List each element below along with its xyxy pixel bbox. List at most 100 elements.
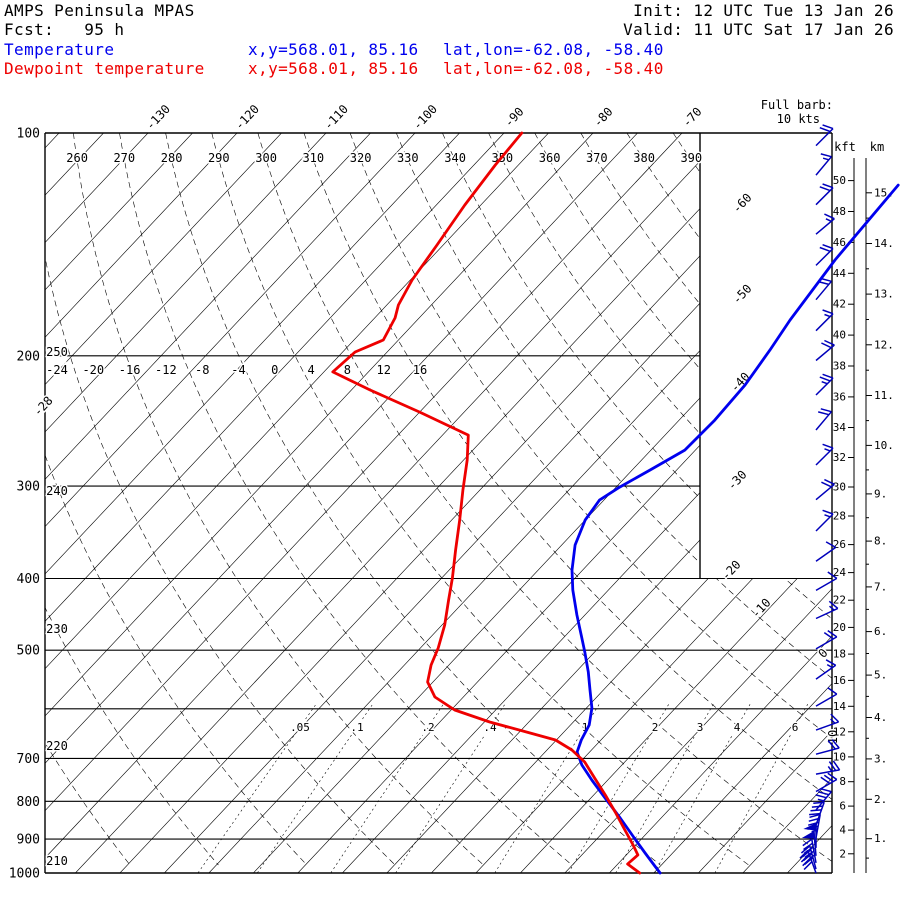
svg-text:-4: -4 — [231, 363, 245, 377]
svg-text:6: 6 — [839, 800, 846, 813]
svg-text:50: 50 — [833, 174, 846, 187]
height-scale — [848, 158, 872, 873]
svg-text:36: 36 — [833, 390, 846, 403]
svg-text:46: 46 — [833, 236, 846, 249]
init-time: Init: 12 UTC Tue 13 Jan 26 — [633, 1, 894, 20]
svg-text:360: 360 — [539, 151, 561, 165]
svg-text:4: 4 — [839, 824, 846, 837]
svg-text:10: 10 — [833, 750, 846, 763]
svg-text:30: 30 — [833, 481, 846, 494]
svg-text:8: 8 — [344, 363, 351, 377]
svg-text:370: 370 — [586, 151, 608, 165]
svg-text:44: 44 — [833, 267, 847, 280]
svg-text:-130: -130 — [143, 102, 173, 133]
svg-text:28: 28 — [833, 510, 846, 523]
svg-text:260: 260 — [66, 151, 88, 165]
svg-text:22: 22 — [833, 594, 846, 607]
svg-text:-110: -110 — [321, 102, 351, 133]
svg-text:-80: -80 — [591, 105, 616, 130]
legend-temperature-xy: x,y=568.01, 85.16 — [248, 40, 419, 59]
svg-text:3: 3 — [697, 721, 704, 734]
svg-text:.1: .1 — [350, 721, 363, 734]
svg-text:12: 12 — [833, 725, 846, 738]
svg-text:700: 700 — [17, 752, 40, 767]
svg-text:310: 310 — [302, 151, 324, 165]
svg-text:7.: 7. — [874, 580, 887, 593]
svg-text:210: 210 — [46, 854, 68, 868]
legend-dewpoint-latlon: lat,lon=-62.08, -58.40 — [443, 59, 664, 78]
svg-text:6: 6 — [792, 721, 799, 734]
legend-temperature-latlon: lat,lon=-62.08, -58.40 — [443, 40, 664, 59]
pressure-gridlines — [45, 355, 832, 840]
svg-text:0: 0 — [271, 363, 278, 377]
svg-text:900: 900 — [17, 833, 40, 848]
svg-text:1000: 1000 — [9, 867, 40, 882]
height-scale-labels: kft km24681012141618202224262830323436384… — [833, 140, 894, 860]
svg-text:-10: -10 — [749, 596, 774, 621]
svg-text:1.: 1. — [874, 832, 887, 845]
svg-text:-60: -60 — [730, 191, 755, 216]
svg-text:400: 400 — [17, 572, 40, 587]
svg-text:8.: 8. — [874, 535, 887, 548]
svg-text:-24: -24 — [46, 363, 68, 377]
page-title: AMPS Peninsula MPAS — [4, 1, 195, 20]
temperature-curve — [570, 183, 900, 875]
svg-text:290: 290 — [208, 151, 230, 165]
svg-text:5.: 5. — [874, 669, 887, 682]
svg-text:18: 18 — [833, 648, 846, 661]
svg-text:390: 390 — [680, 151, 702, 165]
svg-text:380: 380 — [633, 151, 655, 165]
svg-text:42: 42 — [833, 298, 846, 311]
svg-text:Full barb:: Full barb: — [761, 98, 833, 112]
svg-text:-8: -8 — [195, 363, 209, 377]
svg-text:220: 220 — [46, 739, 68, 753]
svg-text:6.: 6. — [874, 625, 887, 638]
svg-text:300: 300 — [255, 151, 277, 165]
svg-text:280: 280 — [161, 151, 183, 165]
svg-text:13.: 13. — [874, 288, 894, 301]
svg-text:-120: -120 — [232, 102, 262, 133]
svg-text:3.: 3. — [874, 752, 887, 765]
svg-text:16: 16 — [833, 674, 846, 687]
svg-text:270: 270 — [113, 151, 135, 165]
svg-text:-12: -12 — [155, 363, 177, 377]
svg-text:8: 8 — [839, 775, 846, 788]
svg-text:24: 24 — [833, 566, 847, 579]
svg-text:250: 250 — [46, 345, 68, 359]
svg-text:10.: 10. — [874, 439, 894, 452]
svg-text:330: 330 — [397, 151, 419, 165]
svg-text:-50: -50 — [730, 282, 755, 307]
svg-text:11.: 11. — [874, 389, 894, 402]
svg-text:26: 26 — [833, 538, 846, 551]
svg-text:kft: kft — [834, 140, 856, 154]
svg-text:38: 38 — [833, 360, 846, 373]
svg-text:16: 16 — [413, 363, 427, 377]
svg-text:10 kts: 10 kts — [777, 112, 820, 126]
forecast-hour: Fcst: 95 h — [4, 20, 125, 39]
svg-text:2: 2 — [839, 847, 846, 860]
svg-text:9.: 9. — [874, 487, 887, 500]
svg-text:-30: -30 — [725, 468, 750, 493]
svg-text:-16: -16 — [119, 363, 141, 377]
svg-text:.2: .2 — [421, 721, 434, 734]
svg-text:34: 34 — [833, 421, 847, 434]
svg-text:20: 20 — [833, 621, 846, 634]
svg-text:100: 100 — [17, 127, 40, 142]
valid-time: Valid: 11 UTC Sat 17 Jan 26 — [623, 20, 894, 39]
svg-text:12.: 12. — [874, 338, 894, 351]
svg-text:800: 800 — [17, 795, 40, 810]
svg-text:2.: 2. — [874, 793, 887, 806]
svg-text:-20: -20 — [719, 558, 744, 583]
svg-text:32: 32 — [833, 451, 846, 464]
svg-text:500: 500 — [17, 644, 40, 659]
svg-text:.05: .05 — [290, 721, 310, 734]
svg-text:-90: -90 — [502, 105, 527, 130]
svg-text:4: 4 — [307, 363, 314, 377]
svg-text:14: 14 — [833, 700, 847, 713]
svg-text:300: 300 — [17, 480, 40, 495]
svg-text:2: 2 — [652, 721, 659, 734]
svg-text:-70: -70 — [680, 105, 705, 130]
svg-text:12: 12 — [376, 363, 390, 377]
